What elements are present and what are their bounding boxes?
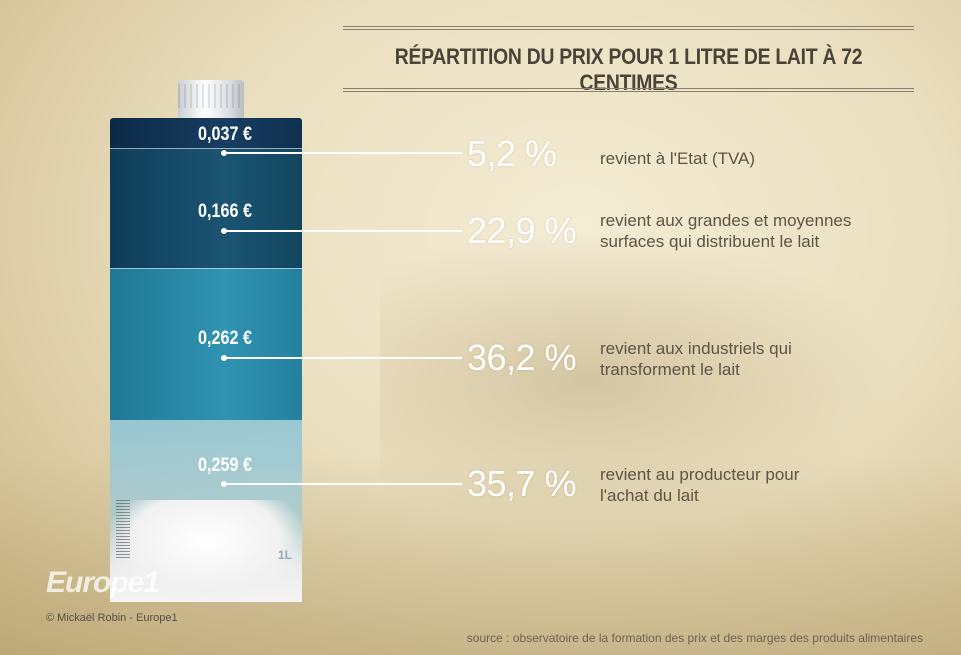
percent-label-industry: 36,2 % <box>467 337 577 378</box>
percent-label-producer: 35,7 % <box>467 463 577 504</box>
source-note: source : observatoire de la formation de… <box>466 631 923 645</box>
milk-splash <box>110 500 302 602</box>
category-label-line: l'achat du lait <box>600 486 699 505</box>
carton-cap <box>178 80 244 118</box>
category-label-producer: revient au producteur pour l'achat du la… <box>600 464 799 506</box>
credit: © Mickaël Robin - Europe1 <box>46 612 178 624</box>
segment-divider <box>110 268 302 269</box>
carton-volume-mark: 1L <box>278 548 293 562</box>
segment-divider <box>110 148 302 149</box>
category-label-line: transforment le lait <box>600 360 740 379</box>
chart-title: RÉPARTITION DU PRIX POUR 1 LITRE DE LAIT… <box>394 44 863 95</box>
category-label-line: revient aux industriels qui <box>600 339 792 358</box>
title-bottom-rule <box>343 88 914 92</box>
value-label-producer: 0,259 € <box>198 455 252 476</box>
category-label-line: revient au producteur pour <box>600 465 800 484</box>
background-haze <box>380 230 900 530</box>
category-label-line: surfaces qui distribuent le lait <box>600 232 820 251</box>
category-label-tva: revient à l'Etat (TVA) <box>600 148 755 169</box>
category-label-line: revient à l'Etat (TVA) <box>600 149 756 168</box>
barcode <box>116 500 130 560</box>
leader-line <box>224 357 462 359</box>
category-label-line: revient aux grandes et moyennes <box>600 211 852 230</box>
carton-cap-ribs <box>178 84 244 108</box>
leader-line <box>224 152 462 154</box>
value-label-industry: 0,262 € <box>198 328 252 349</box>
title-top-rule <box>343 26 914 30</box>
leader-line <box>224 230 462 232</box>
value-label-distribution: 0,166 € <box>198 201 252 222</box>
segment-distribution <box>110 148 302 270</box>
value-label-tva: 0,037 € <box>198 124 252 145</box>
category-label-industry: revient aux industriels qui transforment… <box>600 338 792 380</box>
percent-label-tva: 5,2 % <box>467 133 557 174</box>
category-label-distribution: revient aux grandes et moyennes surfaces… <box>600 210 851 252</box>
percent-label-distribution: 22,9 % <box>467 210 577 251</box>
leader-line <box>224 483 462 485</box>
brand-logo: Europe1 <box>46 566 160 599</box>
segment-industry <box>110 268 302 420</box>
